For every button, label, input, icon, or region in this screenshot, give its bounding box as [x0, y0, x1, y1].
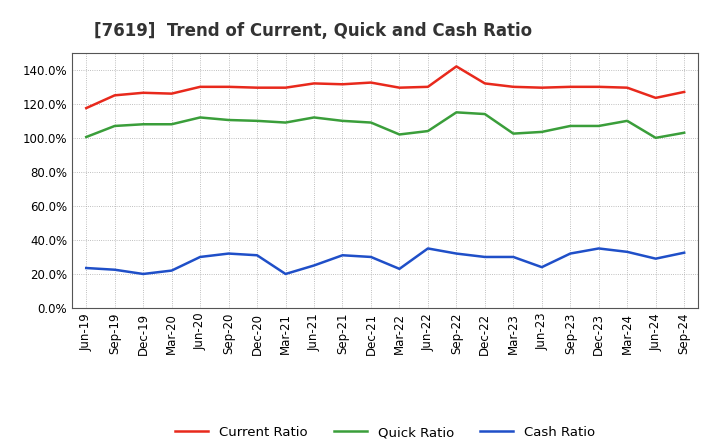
Current Ratio	[623, 85, 631, 90]
Quick Ratio	[423, 128, 432, 134]
Quick Ratio	[395, 132, 404, 137]
Quick Ratio	[282, 120, 290, 125]
Cash Ratio	[110, 267, 119, 272]
Current Ratio	[139, 90, 148, 95]
Line: Cash Ratio: Cash Ratio	[86, 249, 684, 274]
Current Ratio	[110, 93, 119, 98]
Current Ratio	[167, 91, 176, 96]
Cash Ratio	[196, 254, 204, 260]
Current Ratio	[338, 82, 347, 87]
Current Ratio	[196, 84, 204, 89]
Current Ratio	[595, 84, 603, 89]
Quick Ratio	[196, 115, 204, 120]
Cash Ratio	[395, 266, 404, 271]
Quick Ratio	[366, 120, 375, 125]
Quick Ratio	[452, 110, 461, 115]
Cash Ratio	[282, 271, 290, 277]
Current Ratio	[680, 89, 688, 95]
Current Ratio	[395, 85, 404, 90]
Cash Ratio	[509, 254, 518, 260]
Quick Ratio	[595, 123, 603, 128]
Current Ratio	[509, 84, 518, 89]
Current Ratio	[82, 106, 91, 111]
Cash Ratio	[139, 271, 148, 277]
Cash Ratio	[167, 268, 176, 273]
Current Ratio	[423, 84, 432, 89]
Quick Ratio	[167, 121, 176, 127]
Current Ratio	[310, 81, 318, 86]
Legend: Current Ratio, Quick Ratio, Cash Ratio: Current Ratio, Quick Ratio, Cash Ratio	[170, 421, 600, 440]
Quick Ratio	[566, 123, 575, 128]
Quick Ratio	[110, 123, 119, 128]
Cash Ratio	[366, 254, 375, 260]
Cash Ratio	[623, 249, 631, 254]
Quick Ratio	[680, 130, 688, 136]
Line: Quick Ratio: Quick Ratio	[86, 112, 684, 138]
Quick Ratio	[509, 131, 518, 136]
Current Ratio	[566, 84, 575, 89]
Cash Ratio	[537, 264, 546, 270]
Quick Ratio	[623, 118, 631, 124]
Quick Ratio	[480, 111, 489, 117]
Line: Current Ratio: Current Ratio	[86, 66, 684, 108]
Quick Ratio	[537, 129, 546, 135]
Current Ratio	[537, 85, 546, 90]
Cash Ratio	[480, 254, 489, 260]
Current Ratio	[366, 80, 375, 85]
Quick Ratio	[82, 134, 91, 139]
Cash Ratio	[595, 246, 603, 251]
Cash Ratio	[82, 265, 91, 271]
Current Ratio	[452, 64, 461, 69]
Quick Ratio	[253, 118, 261, 124]
Quick Ratio	[652, 135, 660, 140]
Cash Ratio	[452, 251, 461, 256]
Cash Ratio	[566, 251, 575, 256]
Text: [7619]  Trend of Current, Quick and Cash Ratio: [7619] Trend of Current, Quick and Cash …	[94, 22, 532, 40]
Cash Ratio	[310, 263, 318, 268]
Cash Ratio	[652, 256, 660, 261]
Current Ratio	[282, 85, 290, 90]
Current Ratio	[652, 95, 660, 100]
Cash Ratio	[680, 250, 688, 255]
Current Ratio	[480, 81, 489, 86]
Quick Ratio	[338, 118, 347, 124]
Quick Ratio	[310, 115, 318, 120]
Cash Ratio	[423, 246, 432, 251]
Cash Ratio	[225, 251, 233, 256]
Cash Ratio	[253, 253, 261, 258]
Current Ratio	[253, 85, 261, 90]
Quick Ratio	[139, 121, 148, 127]
Cash Ratio	[338, 253, 347, 258]
Current Ratio	[225, 84, 233, 89]
Quick Ratio	[225, 117, 233, 123]
